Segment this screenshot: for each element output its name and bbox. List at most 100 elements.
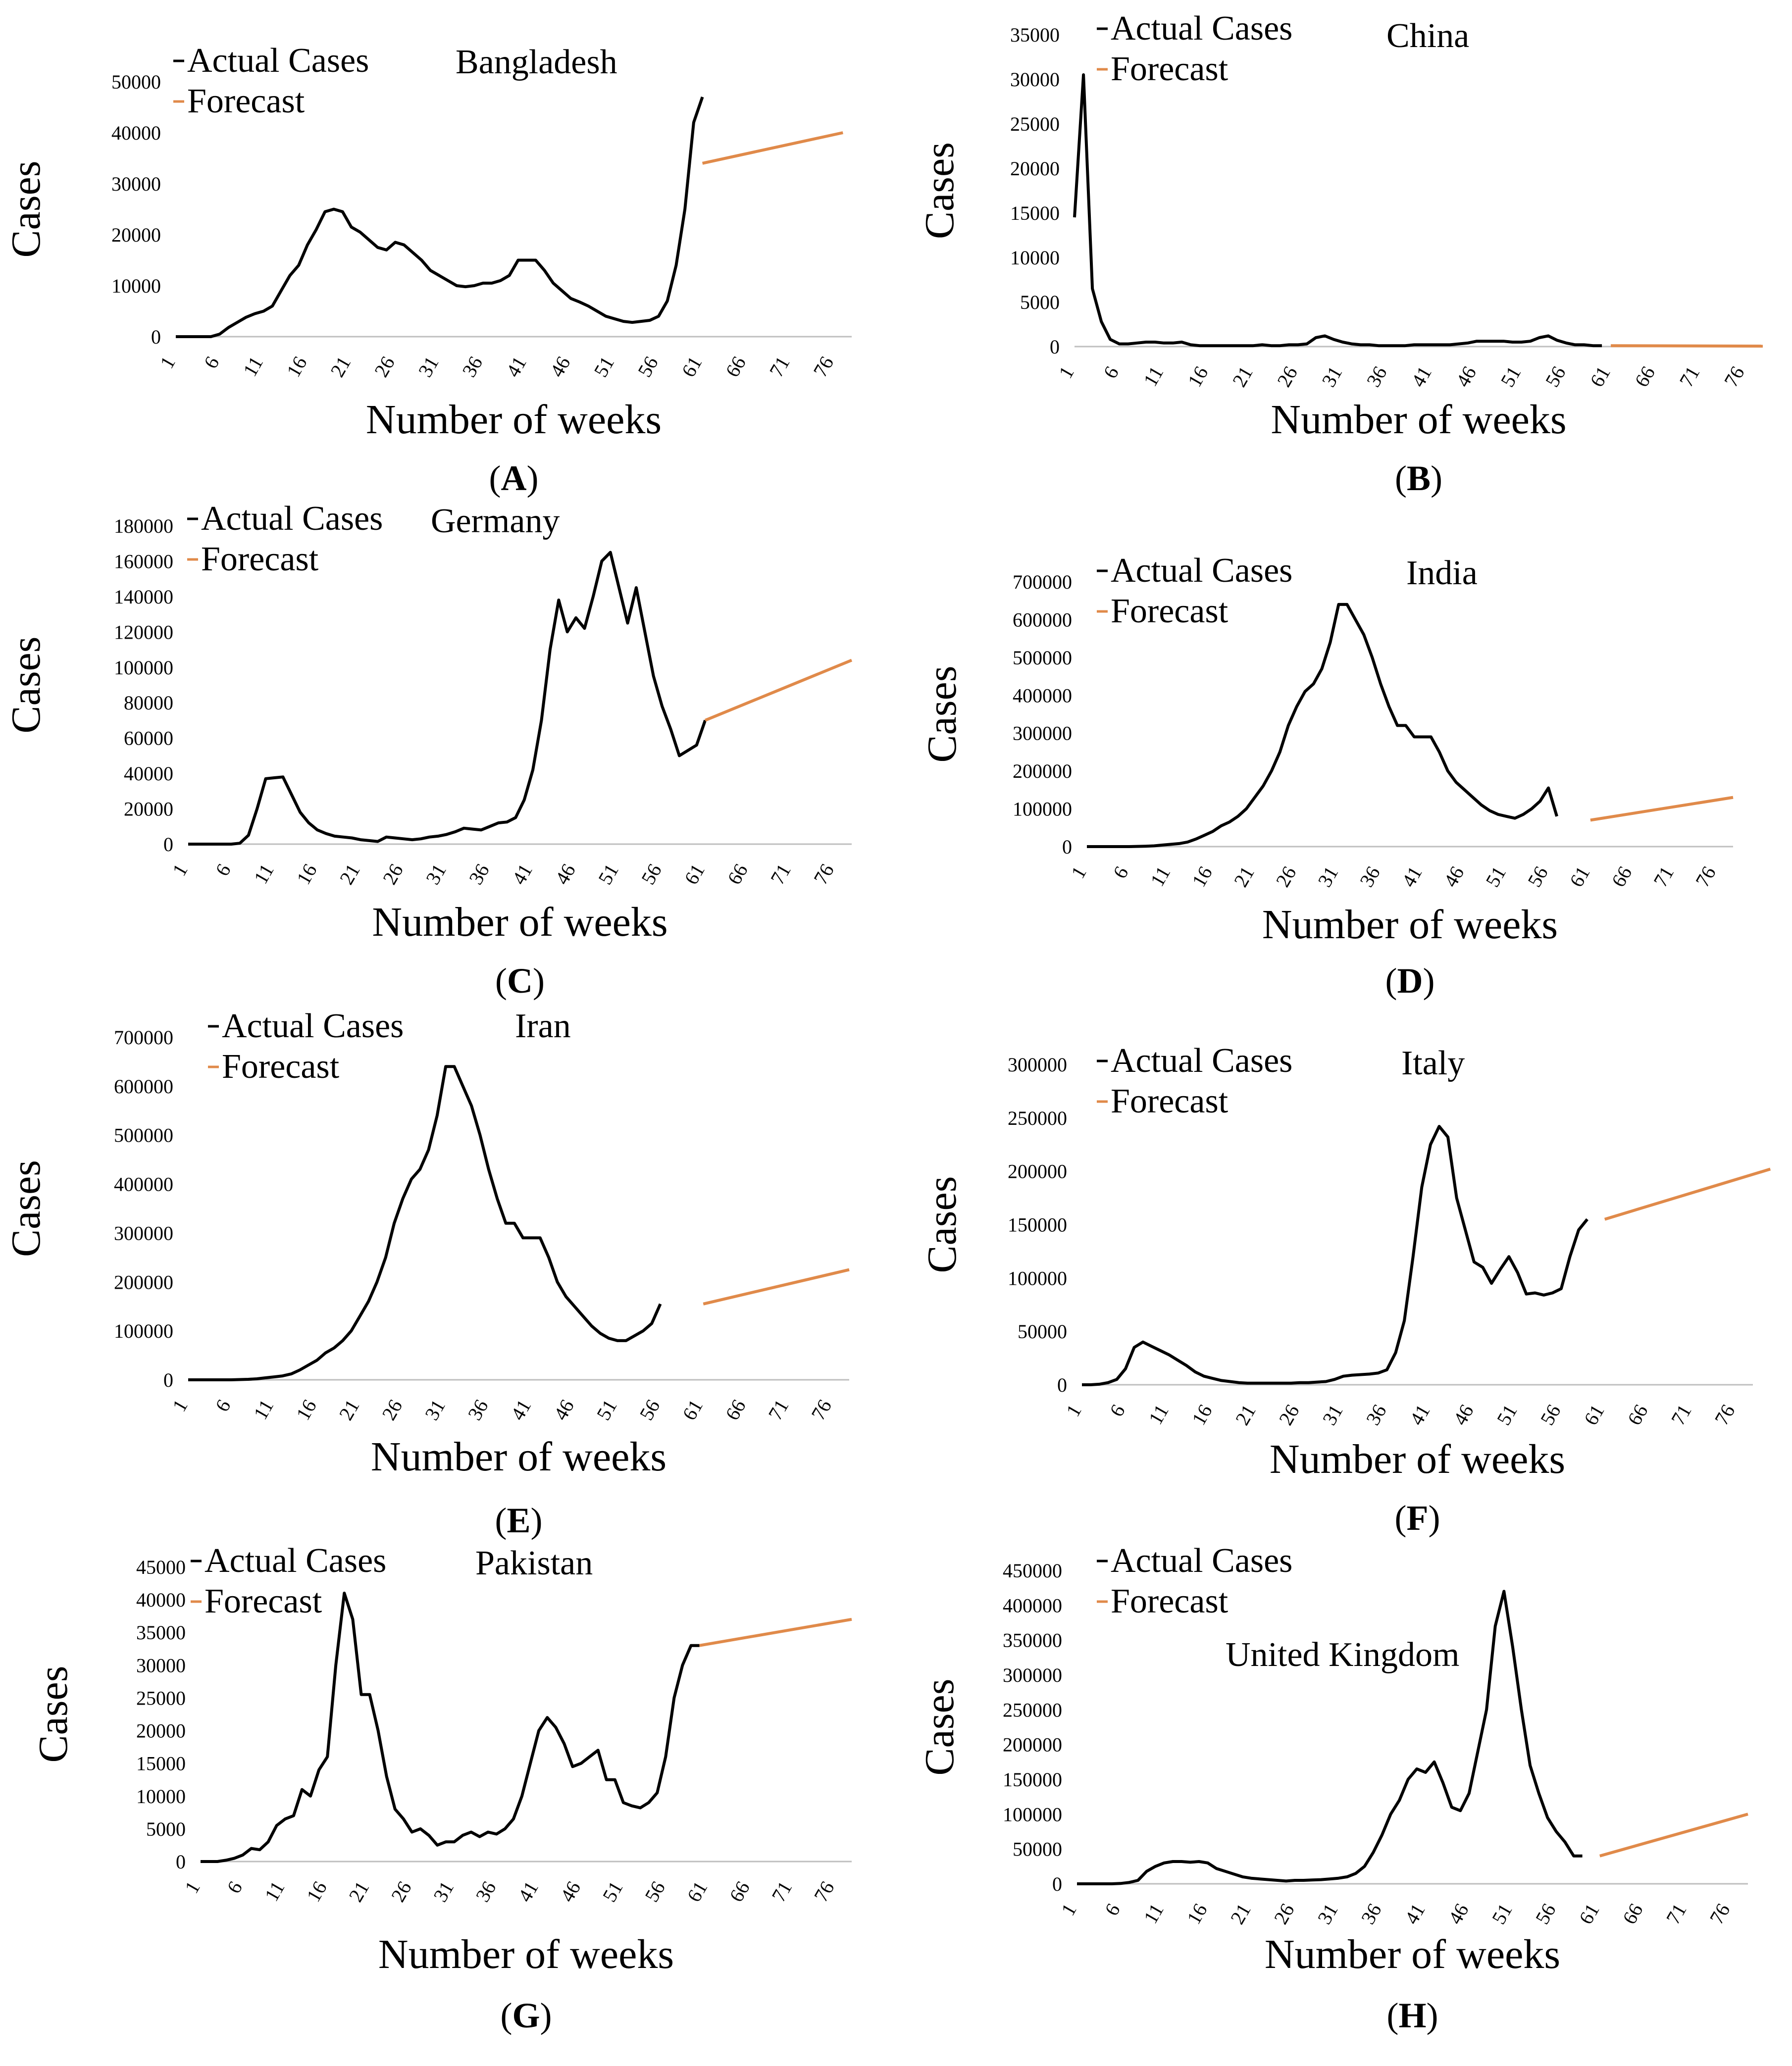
y-tick-label: 80000 xyxy=(124,692,173,714)
y-tick-label: 100000 xyxy=(1008,1267,1067,1289)
x-tick-label: 61 xyxy=(1565,862,1594,891)
legend-label-forecast: Forecast xyxy=(187,82,305,120)
x-tick-label: 41 xyxy=(506,1396,535,1424)
chart-title: Italy xyxy=(1401,1044,1465,1082)
x-tick-label: 66 xyxy=(1623,1401,1652,1429)
chart-title: Germany xyxy=(431,502,560,540)
x-tick-label: 41 xyxy=(513,1877,543,1906)
x-tick-label: 56 xyxy=(1523,862,1552,891)
y-tick-label: 100000 xyxy=(114,656,173,679)
y-tick-label: 600000 xyxy=(1013,608,1072,631)
x-tick-label: 11 xyxy=(260,1877,289,1905)
x-tick-label: 11 xyxy=(1139,362,1168,390)
x-tick-label: 36 xyxy=(1357,1900,1386,1928)
legend-label-actual: Actual Cases xyxy=(201,500,383,538)
x-tick-label: 76 xyxy=(810,1877,839,1906)
x-tick-label: 31 xyxy=(1317,362,1346,391)
y-tick-label: 120000 xyxy=(114,621,173,643)
y-axis-label: Cases xyxy=(917,1679,963,1776)
x-tick-label: 66 xyxy=(721,1396,750,1424)
y-tick-label: 300000 xyxy=(1003,1664,1062,1686)
chart-title: India xyxy=(1406,554,1478,592)
x-axis-label: Number of weeks xyxy=(1262,902,1558,948)
x-tick-label: 71 xyxy=(1649,862,1678,891)
y-tick-label: 0 xyxy=(1052,1873,1062,1895)
panel-label: (F) xyxy=(1395,1498,1440,1538)
chart-title: China xyxy=(1386,17,1469,55)
chart-panel-c: 0 20000 40000 60000 80000 100000 120000 140000 1… xyxy=(3,500,853,1001)
y-axis-label: Cases xyxy=(3,161,49,258)
x-tick-label: 6 xyxy=(1109,862,1133,882)
x-tick-label: 1 xyxy=(168,1396,192,1415)
x-tick-label: 76 xyxy=(1720,362,1749,391)
actual-cases-line xyxy=(1082,1125,1588,1386)
forecast-line xyxy=(705,658,853,722)
legend-label-actual: Actual Cases xyxy=(1111,1042,1292,1080)
x-tick-label: 1 xyxy=(1067,862,1091,882)
x-tick-label: 1 xyxy=(1057,1900,1081,1919)
x-axis-label: Number of weeks xyxy=(1265,1931,1560,1977)
legend-label-actual: Actual Cases xyxy=(1111,1542,1292,1580)
x-tick-label: 21 xyxy=(1229,862,1259,891)
y-tick-label: 5000 xyxy=(146,1818,186,1840)
chart-title: United Kingdom xyxy=(1226,1636,1459,1674)
x-tick-label: 66 xyxy=(725,1877,754,1906)
y-axis-label: Cases xyxy=(30,1666,76,1763)
y-axis-label: Cases xyxy=(3,1160,49,1257)
panel-label: (H) xyxy=(1387,1996,1438,2035)
legend-label-forecast: Forecast xyxy=(205,1582,322,1620)
x-tick-label: 61 xyxy=(1580,1401,1609,1429)
x-axis-label: Number of weeks xyxy=(366,397,662,443)
y-tick-label: 15000 xyxy=(1010,202,1060,224)
y-tick-label: 5000 xyxy=(1020,291,1060,313)
y-tick-label: 100000 xyxy=(1013,798,1072,820)
actual-cases-line xyxy=(176,96,704,338)
panel-label: (G) xyxy=(501,1996,552,2035)
y-tick-label: 30000 xyxy=(111,173,161,195)
panel-letter: H xyxy=(1398,1996,1426,2035)
panel-label: (A) xyxy=(489,458,539,498)
x-tick-label: 46 xyxy=(1451,362,1481,391)
legend-label-forecast: Forecast xyxy=(1111,50,1229,88)
y-tick-label: 20000 xyxy=(111,224,161,246)
x-tick-label: 61 xyxy=(1586,362,1615,391)
y-tick-label: 200000 xyxy=(1008,1160,1067,1183)
y-tick-label: 0 xyxy=(1050,336,1060,358)
x-tick-label: 76 xyxy=(807,1396,836,1424)
y-tick-label: 10000 xyxy=(1010,247,1060,269)
x-tick-label: 56 xyxy=(1531,1900,1560,1928)
x-tick-label: 31 xyxy=(429,1877,458,1906)
x-tick-label: 51 xyxy=(589,353,618,381)
x-axis-label: Number of weeks xyxy=(378,1931,674,1977)
y-tick-label: 200000 xyxy=(1013,760,1072,782)
x-tick-label: 76 xyxy=(809,860,838,888)
x-tick-label: 66 xyxy=(1618,1900,1647,1928)
x-tick-label: 46 xyxy=(551,860,580,888)
y-tick-label: 50000 xyxy=(111,71,161,93)
x-tick-label: 21 xyxy=(344,1877,373,1906)
x-tick-label: 16 xyxy=(292,860,321,888)
x-tick-label: 16 xyxy=(292,1396,321,1424)
x-axis-label: Number of weeks xyxy=(371,1434,666,1480)
x-tick-label: 31 xyxy=(1313,862,1342,891)
x-tick-label: 11 xyxy=(1144,1401,1173,1428)
x-tick-label: 51 xyxy=(1481,862,1510,891)
y-tick-label: 300000 xyxy=(114,1222,173,1244)
y-tick-label: 35000 xyxy=(1010,24,1060,46)
y-tick-label: 700000 xyxy=(114,1026,173,1049)
x-tick-label: 26 xyxy=(378,860,408,888)
panel-label: (D) xyxy=(1385,961,1435,1001)
x-tick-label: 1 xyxy=(155,353,180,372)
x-tick-label: 61 xyxy=(682,1877,712,1906)
y-tick-label: 0 xyxy=(163,833,173,856)
x-tick-label: 11 xyxy=(1146,862,1175,890)
x-tick-label: 21 xyxy=(335,1396,364,1424)
x-tick-label: 16 xyxy=(1187,862,1217,891)
x-tick-label: 51 xyxy=(592,1396,621,1424)
x-tick-label: 11 xyxy=(249,1396,278,1423)
x-tick-label: 46 xyxy=(556,1877,585,1906)
